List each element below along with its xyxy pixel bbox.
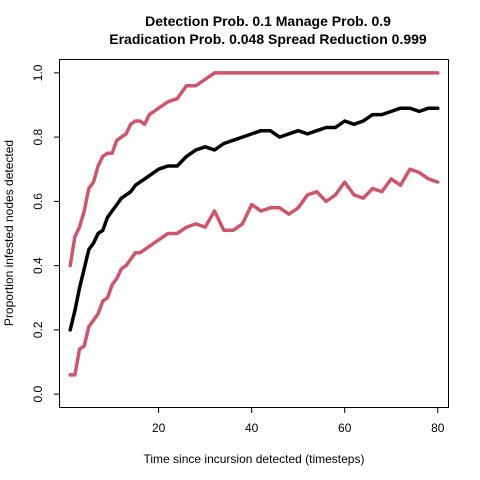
x-axis: 20 40 60 80 xyxy=(152,407,445,435)
plot-frame xyxy=(59,59,449,408)
y-tick-label: 0.8 xyxy=(31,128,45,145)
series-line-mean xyxy=(68,106,440,332)
x-axis-title: Time since incursion detected (timesteps… xyxy=(144,452,365,466)
y-axis-title: Proportion infested nodes detected xyxy=(2,140,16,326)
x-tick-label: 80 xyxy=(431,421,445,435)
x-tick-label: 20 xyxy=(152,421,166,435)
series-layer xyxy=(68,71,440,377)
y-tick-label: 1.0 xyxy=(31,64,45,81)
series-line-lower xyxy=(68,167,440,377)
y-tick-label: 0.0 xyxy=(31,385,45,402)
y-tick-label: 0.2 xyxy=(31,321,45,338)
chart-title-line1: Detection Prob. 0.1 Manage Prob. 0.9 xyxy=(145,13,391,29)
series-line-upper xyxy=(68,71,440,268)
y-axis: 0.0 0.2 0.4 0.6 0.8 1.0 xyxy=(31,64,60,402)
y-tick-label: 0.6 xyxy=(31,193,45,210)
y-tick-label: 0.4 xyxy=(31,257,45,274)
x-tick-label: 60 xyxy=(338,421,352,435)
chart-title-line2: Eradication Prob. 0.048 Spread Reduction… xyxy=(109,31,427,47)
x-tick-label: 40 xyxy=(245,421,259,435)
